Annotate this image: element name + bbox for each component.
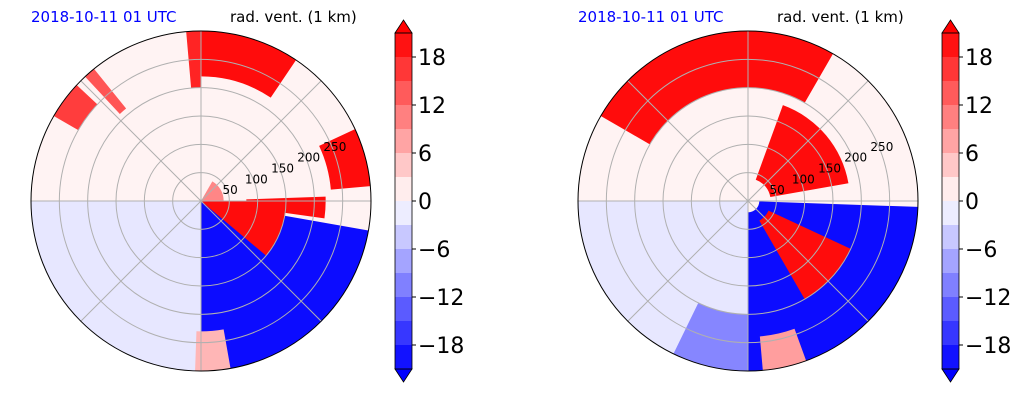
radial-tick-label: 100 [792,172,815,186]
colorbar-band [942,345,959,370]
colorbar-extend-min [394,368,413,383]
velocity-region [600,31,748,145]
velocity-region [85,68,127,114]
angular-grid-line [200,80,322,202]
angular-grid-line [627,80,749,202]
colorbar-band [942,249,959,274]
colorbar-tick-label: 12 [418,94,446,119]
velocity-region [748,31,833,103]
velocity-region [53,85,98,131]
colorbar-band [942,105,959,130]
colorbar-band [942,153,959,178]
colorbar-tick-label: −6 [418,238,450,263]
colorbar-band [395,57,412,82]
radial-tick-label: 250 [323,140,346,154]
colorbar-tick-label: 6 [418,142,432,167]
velocity-region [759,328,807,371]
colorbar-tick-label: 18 [418,46,446,71]
panel-1-variable-title: rad. vent. (1 km) [230,8,357,26]
colorbar-band [942,273,959,298]
velocity-region [319,129,371,190]
panel-2-variable-title: rad. vent. (1 km) [777,8,904,26]
colorbar-extend-min [941,368,960,383]
colorbar-band [942,321,959,346]
radial-tick-label: 150 [271,161,294,175]
colorbar-band [395,273,412,298]
colorbar-band [942,225,959,250]
colorbar: 18 12 6 0 −6 −12 −18 [394,19,464,383]
angular-grid-line [80,200,202,322]
colorbar-band [942,201,959,226]
radial-tick-label: 200 [844,151,867,165]
velocity-region [201,181,224,201]
colorbar-tick-label: 6 [965,142,979,167]
angular-grid-line [200,200,322,322]
velocity-region [201,201,286,256]
colorbar-tick-label: −6 [965,238,997,263]
colorbar-tick-label: −12 [965,286,1011,311]
colorbar-tick-label: 0 [965,190,979,215]
colorbar-extend-max [941,19,960,34]
colorbar-band [395,201,412,226]
colorbar-band [395,321,412,346]
colorbar-band [942,129,959,154]
angular-grid-line [747,80,869,202]
colorbar-band [942,177,959,202]
velocity-region [673,302,748,371]
colorbar-band [395,297,412,322]
colorbar-tick-label: −18 [965,334,1011,359]
colorbar-band [942,81,959,106]
radial-tick-label: 50 [770,183,785,197]
panel-2-time-title: 2018-10-11 01 UTC [578,8,724,26]
colorbar-tick-label: 0 [418,190,432,215]
colorbar-extend-max [394,19,413,34]
velocity-region [195,329,231,371]
velocity-region [201,31,297,98]
polar-frame [577,30,919,372]
colorbar-band [395,129,412,154]
radial-tick-label: 100 [245,172,268,186]
colorbar-band [395,225,412,250]
colorbar-band [395,345,412,370]
colorbar: 18 12 6 0 −6 −12 −18 [941,19,1011,383]
colorbar-band [395,249,412,274]
radial-tick-label: 250 [870,140,893,154]
radial-tick-label: 50 [223,183,238,197]
velocity-region [755,105,849,198]
colorbar-tick-label: −18 [418,334,464,359]
colorbar-band [395,177,412,202]
angular-grid-line [80,80,202,202]
colorbar-band [395,153,412,178]
radial-tick-label: 150 [818,161,841,175]
colorbar-band [942,33,959,58]
colorbar-band [942,57,959,82]
panel-1-time-title: 2018-10-11 01 UTC [31,8,177,26]
colorbar-band [395,33,412,58]
polar-frame [30,30,372,372]
velocity-region [759,210,851,300]
angular-grid-line [747,200,869,322]
colorbar-tick-label: −12 [418,286,464,311]
colorbar-band [942,297,959,322]
radial-tick-label: 200 [297,151,320,165]
angular-grid-line [627,200,749,322]
colorbar-band [395,105,412,130]
colorbar-tick-label: 12 [965,94,993,119]
colorbar-band [395,81,412,106]
colorbar-tick-label: 18 [965,46,993,71]
